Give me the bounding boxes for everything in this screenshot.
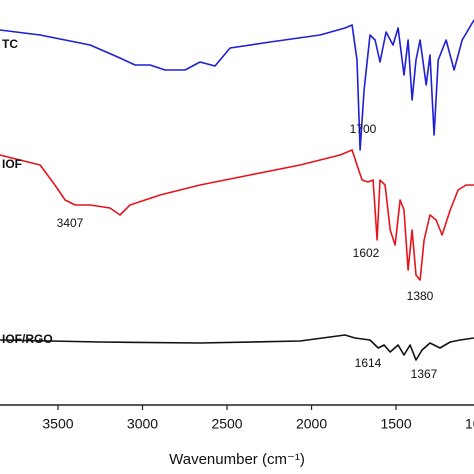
series-label: IOF (2, 157, 22, 171)
series-label: TC (2, 37, 18, 51)
x-tick-label: 1000 (465, 416, 474, 432)
spectrum-line (0, 19, 474, 151)
peak-annotation: 3407 (57, 216, 84, 230)
x-tick-label: 2500 (211, 416, 242, 432)
x-axis-title: Wavenumber (cm⁻¹) (169, 451, 305, 468)
peak-annotation: 1602 (353, 246, 380, 260)
x-tick-label: 2000 (296, 416, 327, 432)
x-tick-label: 1500 (380, 416, 411, 432)
peak-annotation: 1367 (411, 367, 438, 381)
peak-annotation: 1700 (350, 122, 377, 136)
spectrum-line (0, 334, 474, 361)
peak-annotation: 1380 (407, 289, 434, 303)
x-tick-label: 3000 (127, 416, 158, 432)
spectrum-line (0, 149, 474, 281)
x-tick-label: 3500 (42, 416, 73, 432)
peak-annotation: 1614 (355, 356, 382, 370)
series-label: IOF/RGO (2, 332, 53, 346)
